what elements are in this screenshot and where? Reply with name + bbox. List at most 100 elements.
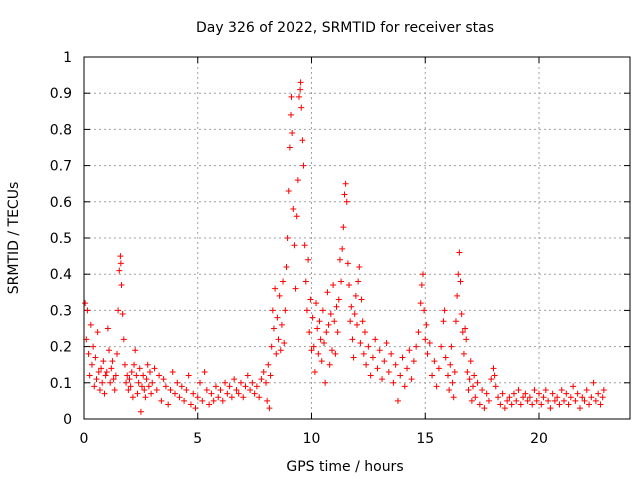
data-point [104,325,111,332]
data-point [127,383,134,390]
data-point [306,329,313,336]
data-point [297,86,304,93]
data-point [210,397,217,404]
data-point [116,267,123,274]
data-point [413,343,420,350]
data-point [242,383,249,390]
data-point [322,379,329,386]
data-point [433,383,440,390]
data-point [313,300,320,307]
data-point [438,343,445,350]
data-point [467,358,474,365]
data-point [357,339,364,346]
data-point [101,390,108,397]
data-point [90,343,97,350]
data-point [490,365,497,372]
data-point [268,343,275,350]
data-point [106,347,113,354]
data-point [454,292,461,299]
data-point [394,397,401,404]
data-point [452,318,459,325]
data-point [135,379,142,386]
data-point [295,93,302,100]
data-point [583,387,590,394]
data-point [515,387,522,394]
data-point [381,358,388,365]
data-point [462,325,469,332]
data-point [203,387,210,394]
data-point [419,271,426,278]
data-point [251,390,258,397]
data-point [156,372,163,379]
data-point [260,368,267,375]
data-point [286,144,293,151]
data-point [379,376,386,383]
data-point [274,314,281,321]
data-point [431,358,438,365]
data-point [222,379,229,386]
data-point [293,213,300,220]
data-point [281,339,288,346]
data-point [109,358,116,365]
data-point [93,376,100,383]
data-point [331,318,338,325]
data-point [283,263,290,270]
data-point [458,311,465,318]
data-point [540,394,547,401]
data-point [323,329,330,336]
data-point [533,397,540,404]
data-point [137,408,144,415]
data-point [294,177,301,184]
y-axis-label: SRMTID / TECUs [6,182,22,295]
x-tick-label: 10 [303,431,321,447]
data-point [350,354,357,361]
data-point [474,379,481,386]
data-point [153,387,160,394]
data-point [120,336,127,343]
data-point [426,339,433,346]
data-point [321,339,328,346]
data-point [192,405,199,412]
data-point [327,311,334,318]
data-point [347,318,354,325]
data-point [410,358,417,365]
chart-title: Day 326 of 2022, SRMTID for receiver sta… [196,20,494,36]
data-point [115,307,122,314]
data-point [266,405,273,412]
data-point [506,394,513,401]
data-point [169,368,176,375]
data-point [468,397,475,404]
data-point [513,397,520,404]
data-point [280,278,287,285]
data-point [595,390,602,397]
data-point [338,278,345,285]
data-point [226,383,233,390]
data-point [517,401,524,408]
data-point [131,361,138,368]
data-point [142,394,149,401]
data-point [256,394,263,401]
data-point [448,343,455,350]
data-point [481,405,488,412]
data-point [445,372,451,379]
data-point [340,224,347,231]
data-point [485,397,492,404]
data-points [82,79,607,415]
data-point [100,358,107,365]
data-point [185,372,192,379]
data-point [219,397,226,404]
data-point [390,379,397,386]
data-point [508,401,515,408]
x-tick-label: 20 [530,431,548,447]
data-point [302,278,309,285]
data-point [317,336,324,343]
data-point [597,401,604,408]
data-point [344,260,351,267]
data-point [447,361,454,368]
data-point [284,235,291,241]
data-point [149,379,156,386]
y-tick-label: 0.7 [50,159,72,175]
data-point [134,390,141,397]
data-point [172,390,178,397]
data-point [85,350,92,357]
